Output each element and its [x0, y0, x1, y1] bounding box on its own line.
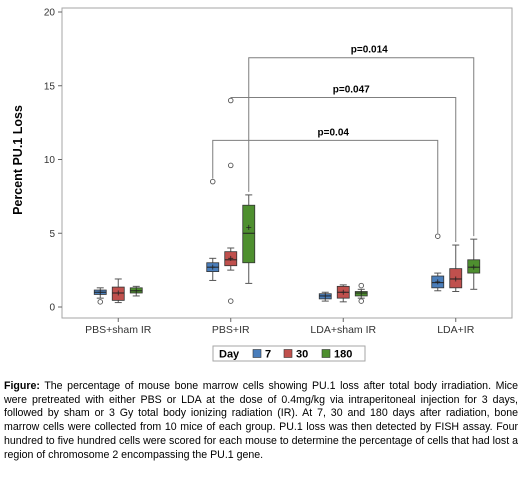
mean-marker — [358, 290, 364, 296]
x-tick-label: PBS+sham IR — [85, 324, 152, 336]
legend-title: Day — [219, 349, 240, 361]
mean-marker — [246, 224, 252, 230]
mean-marker — [228, 255, 234, 261]
x-tick-label: PBS+IR — [212, 324, 250, 336]
mean-marker — [210, 264, 216, 270]
p-value-label: p=0.04 — [318, 127, 350, 138]
legend: Day 7 30 180 — [212, 345, 366, 362]
box — [242, 204, 256, 264]
mean-marker — [115, 290, 121, 296]
outlier-point — [358, 282, 365, 289]
plot-frame — [61, 7, 513, 319]
legend-swatch — [283, 349, 293, 358]
mean-marker — [453, 276, 459, 282]
outlier-point — [227, 298, 234, 304]
mean-marker — [435, 279, 441, 285]
figure-caption: Figure: The percentage of mouse bone mar… — [4, 380, 518, 462]
significance-bracket — [212, 139, 439, 234]
p-value-label: p=0.047 — [333, 85, 370, 96]
legend-swatch — [321, 349, 331, 358]
p-value-label: p=0.014 — [351, 45, 388, 56]
outlier-point — [209, 178, 216, 185]
y-tick-label: 20 — [44, 8, 56, 19]
outlier-point — [97, 299, 103, 305]
mean-marker — [340, 289, 346, 295]
box-plot-chart: Percent PU.1 Loss 0 5 10 15 20 PBS+sham IR PBS… — [11, 7, 513, 362]
mean-marker — [97, 289, 103, 295]
outlier-point — [358, 298, 365, 304]
x-tick-label: LDA+IR — [437, 324, 474, 336]
legend-swatch — [252, 349, 262, 358]
y-axis-title: Percent PU.1 Loss — [11, 105, 25, 215]
caption-label: Figure: — [4, 380, 40, 392]
y-tick-label: 15 — [44, 81, 56, 92]
outlier-point — [435, 233, 441, 239]
x-tick-label: LDA+sham IR — [310, 324, 376, 336]
y-tick-label: 5 — [49, 229, 55, 240]
y-tick-label: 0 — [49, 303, 55, 314]
legend-label: 30 — [296, 349, 308, 361]
mean-marker — [471, 264, 477, 270]
mean-marker — [322, 293, 328, 299]
legend-label: 180 — [334, 349, 352, 361]
mean-marker — [133, 288, 139, 294]
legend-label: 7 — [265, 349, 271, 361]
y-tick-label: 10 — [44, 155, 56, 166]
significance-bracket — [248, 57, 475, 237]
caption-text: The percentage of mouse bone marrow cell… — [4, 380, 518, 461]
outlier-point — [227, 97, 234, 104]
significance-bracket — [230, 97, 457, 243]
outlier-point — [227, 162, 234, 169]
